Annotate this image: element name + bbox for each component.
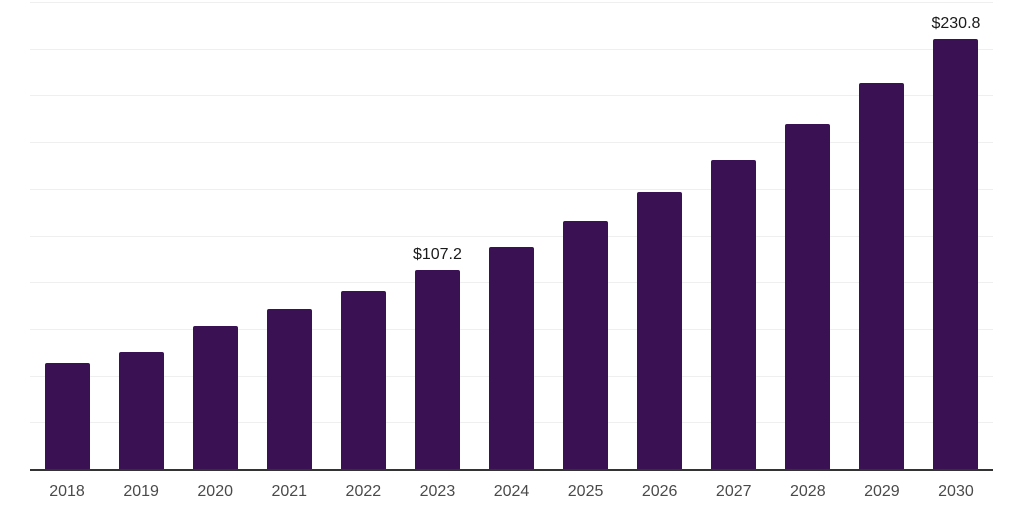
gridline-150 (30, 188, 993, 190)
bar-2026[interactable] (637, 191, 683, 470)
bar-2018[interactable] (44, 363, 90, 470)
x-tick-label-2023: 2023 (419, 483, 456, 500)
bar-2019[interactable] (118, 352, 164, 470)
bar-2020[interactable] (192, 326, 238, 470)
x-tick-label-2029: 2029 (864, 483, 900, 500)
x-tick-label-2019: 2019 (123, 483, 159, 500)
plot-area: $107.2 $230.8 (30, 2, 993, 471)
gridline-250 (30, 2, 993, 3)
bar-2030[interactable] (933, 38, 979, 470)
x-tick-label-2027: 2027 (715, 483, 752, 500)
gridline-125 (30, 235, 993, 237)
x-tick-label-2021: 2021 (271, 483, 308, 500)
x-tick-label-2025: 2025 (567, 483, 604, 500)
x-tick-label-2018: 2018 (49, 483, 85, 500)
x-tick-label-2028: 2028 (790, 483, 826, 500)
bar-2022[interactable] (340, 290, 386, 470)
bar-2025[interactable] (563, 220, 609, 470)
x-tick-label-2030: 2030 (938, 483, 974, 500)
x-tick-label-2024: 2024 (493, 483, 530, 500)
x-tick-label-2020: 2020 (197, 483, 233, 500)
x-tick-label-2026: 2026 (641, 483, 678, 500)
bar-value-label-2030: $230.8 (931, 14, 981, 32)
bar-2024[interactable] (489, 246, 534, 470)
x-axis-line (30, 469, 993, 471)
bar-2027[interactable] (711, 159, 757, 470)
bar-2029[interactable] (859, 83, 905, 470)
bar-2023[interactable] (414, 269, 460, 470)
bar-2028[interactable] (785, 123, 831, 470)
x-axis-labels: 2018 2019 2020 2021 2022 2023 2024 2025 2026 2027… (30, 484, 993, 504)
gridline-200 (30, 95, 993, 97)
bar-2021[interactable] (266, 309, 312, 470)
x-tick-label-2022: 2022 (345, 483, 382, 500)
gridline-175 (30, 142, 993, 144)
gridline-225 (30, 48, 993, 50)
bar-value-label-2023: $107.2 (412, 245, 462, 263)
